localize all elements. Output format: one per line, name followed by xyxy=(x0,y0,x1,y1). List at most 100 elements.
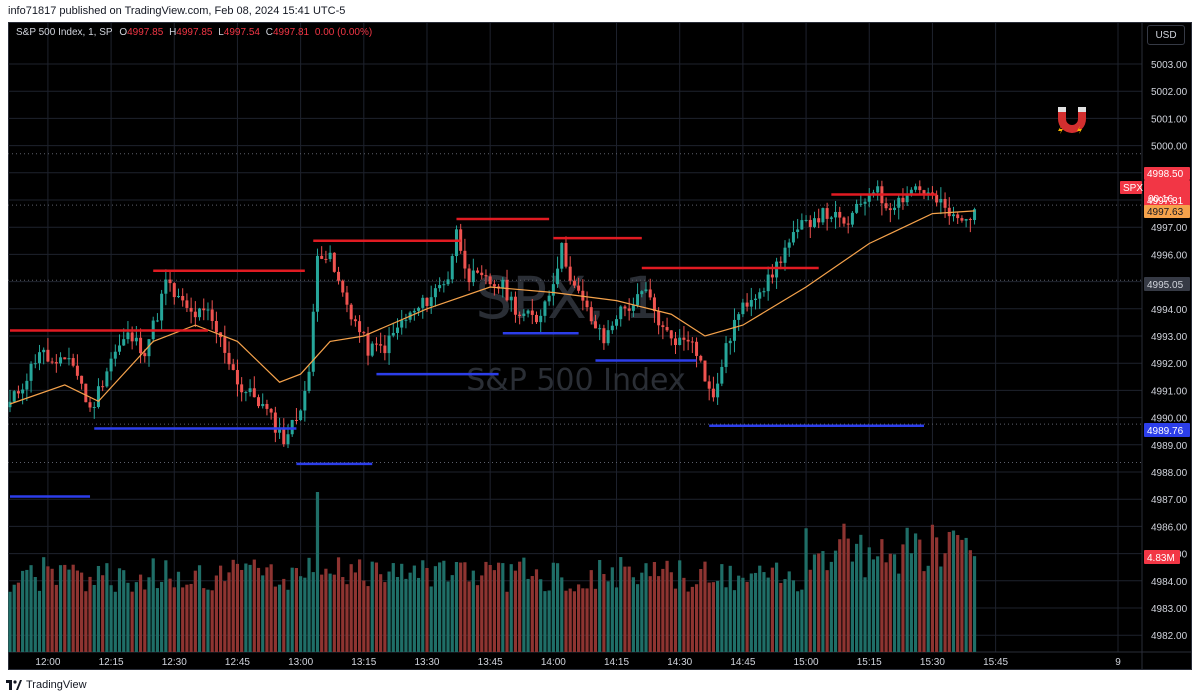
candle-body[interactable] xyxy=(505,279,509,301)
candle-body[interactable] xyxy=(518,314,522,316)
candle-body[interactable] xyxy=(720,366,724,384)
candle-body[interactable] xyxy=(311,311,315,372)
candle-body[interactable] xyxy=(951,214,955,217)
candle-body[interactable] xyxy=(33,363,37,365)
candle-body[interactable] xyxy=(707,381,711,389)
candle-body[interactable] xyxy=(282,429,286,445)
candle-body[interactable] xyxy=(935,194,939,203)
candle-body[interactable] xyxy=(134,337,138,342)
candle-body[interactable] xyxy=(471,270,475,283)
candle-body[interactable] xyxy=(775,261,779,278)
candle-body[interactable] xyxy=(850,212,854,225)
candle-body[interactable] xyxy=(143,353,147,357)
candle-body[interactable] xyxy=(572,280,576,286)
candle-body[interactable] xyxy=(754,298,758,301)
candle-body[interactable] xyxy=(269,408,273,413)
candle-body[interactable] xyxy=(808,219,812,227)
candle-body[interactable] xyxy=(223,337,227,353)
candle-body[interactable] xyxy=(619,306,623,320)
candle-body[interactable] xyxy=(168,279,172,284)
candle-body[interactable] xyxy=(640,291,644,295)
candle-body[interactable] xyxy=(749,300,753,307)
candle-body[interactable] xyxy=(821,208,825,223)
candle-body[interactable] xyxy=(901,197,905,203)
candle-body[interactable] xyxy=(606,330,610,344)
candle-body[interactable] xyxy=(442,284,446,286)
candle-body[interactable] xyxy=(522,313,526,316)
candle-body[interactable] xyxy=(164,279,168,294)
candle-body[interactable] xyxy=(593,321,597,329)
candle-body[interactable] xyxy=(92,407,96,409)
candle-body[interactable] xyxy=(745,302,749,307)
candle-body[interactable] xyxy=(417,307,421,311)
candle-body[interactable] xyxy=(623,306,627,309)
candle-body[interactable] xyxy=(716,383,720,398)
candle-body[interactable] xyxy=(248,388,252,393)
candle-body[interactable] xyxy=(160,293,164,321)
candle-body[interactable] xyxy=(8,401,12,408)
candle-body[interactable] xyxy=(244,392,248,394)
candle-body[interactable] xyxy=(648,289,652,298)
candle-body[interactable] xyxy=(412,310,416,313)
candle-body[interactable] xyxy=(176,295,180,298)
candle-body[interactable] xyxy=(610,325,614,331)
candle-body[interactable] xyxy=(669,330,673,339)
candle-body[interactable] xyxy=(741,302,745,315)
candle-body[interactable] xyxy=(421,297,425,308)
candle-body[interactable] xyxy=(46,349,50,362)
candle-body[interactable] xyxy=(547,295,551,302)
candle-body[interactable] xyxy=(353,319,357,322)
candle-body[interactable] xyxy=(589,307,593,322)
candle-body[interactable] xyxy=(130,332,134,342)
candle-body[interactable] xyxy=(21,389,25,394)
candle-body[interactable] xyxy=(240,384,244,393)
candle-body[interactable] xyxy=(362,332,366,334)
candle-body[interactable] xyxy=(636,294,640,306)
candle-body[interactable] xyxy=(450,256,454,280)
candle-body[interactable] xyxy=(75,365,79,376)
candle-body[interactable] xyxy=(535,314,538,323)
candle-body[interactable] xyxy=(922,190,926,195)
candle-body[interactable] xyxy=(492,284,496,287)
candle-body[interactable] xyxy=(686,339,690,342)
candle-body[interactable] xyxy=(101,386,105,388)
candle-body[interactable] xyxy=(185,300,189,308)
candle-body[interactable] xyxy=(530,310,534,315)
candle-body[interactable] xyxy=(796,229,800,233)
candle-body[interactable] xyxy=(80,375,84,384)
candle-body[interactable] xyxy=(766,274,770,292)
candle-body[interactable] xyxy=(341,280,345,293)
candle-body[interactable] xyxy=(825,208,829,219)
candle-body[interactable] xyxy=(84,383,88,403)
candle-body[interactable] xyxy=(332,252,336,272)
legend-symbol[interactable]: S&P 500 Index, 1, SP xyxy=(16,27,113,38)
candle-body[interactable] xyxy=(113,351,117,359)
candle-body[interactable] xyxy=(678,337,682,346)
candle-body[interactable] xyxy=(509,296,513,301)
candle-body[interactable] xyxy=(59,357,63,364)
tradingview-brand[interactable]: TradingView xyxy=(6,679,87,691)
candle-body[interactable] xyxy=(476,270,480,273)
candle-body[interactable] xyxy=(358,321,362,333)
candle-body[interactable] xyxy=(905,195,909,203)
candle-body[interactable] xyxy=(71,358,75,366)
candle-body[interactable] xyxy=(724,343,728,367)
candle-body[interactable] xyxy=(294,419,298,421)
candle-body[interactable] xyxy=(126,332,130,340)
candle-body[interactable] xyxy=(973,209,977,221)
candle-body[interactable] xyxy=(699,355,703,361)
candle-body[interactable] xyxy=(762,291,766,293)
candle-body[interactable] xyxy=(817,218,821,223)
candle-body[interactable] xyxy=(54,362,58,364)
candle-body[interactable] xyxy=(690,341,694,343)
candle-body[interactable] xyxy=(25,380,29,390)
candle-body[interactable] xyxy=(214,321,218,333)
candle-body[interactable] xyxy=(29,363,33,381)
candle-body[interactable] xyxy=(12,391,16,402)
candle-body[interactable] xyxy=(846,223,850,225)
candle-body[interactable] xyxy=(829,217,833,219)
currency-button[interactable]: USD xyxy=(1147,25,1185,45)
candle-body[interactable] xyxy=(631,305,635,311)
candle-body[interactable] xyxy=(526,310,530,314)
